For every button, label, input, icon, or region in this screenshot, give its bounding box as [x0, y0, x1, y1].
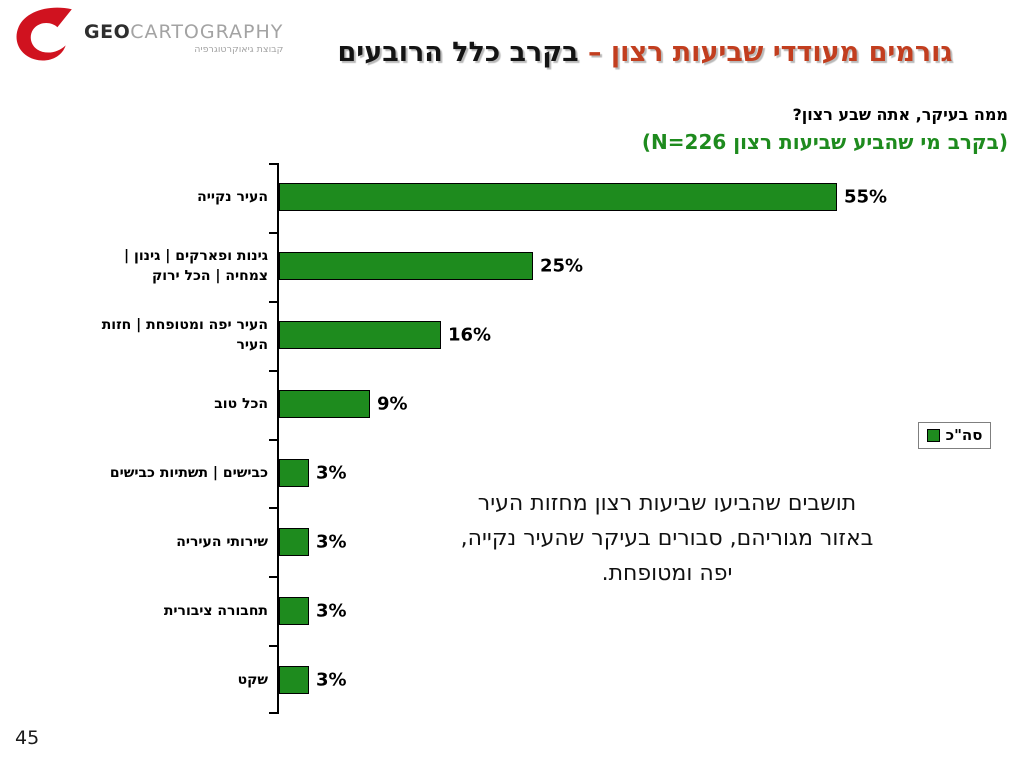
brand-tagline: קבוצת גיאוקרטוגרפיה	[194, 44, 284, 55]
bar	[279, 596, 309, 625]
bar	[279, 390, 370, 419]
axis-tick	[269, 232, 277, 234]
bar	[279, 458, 309, 487]
bar	[279, 527, 309, 556]
survey-base-note: (בקרב מי שהביע שביעות רצון N=226)	[641, 130, 1008, 154]
value-label: 25%	[540, 255, 584, 277]
value-label: 16%	[448, 324, 492, 346]
title-black-segment: בקרב כלל הרובעים	[337, 37, 579, 68]
value-label: 3%	[316, 531, 347, 553]
legend: סה"כ	[918, 422, 991, 449]
page-title: גורמים מעודדי שביעות רצון – בקרב כלל הרו…	[280, 36, 1010, 70]
chart-row: תחבורה ציבורית 3%	[0, 576, 940, 645]
bar	[279, 321, 441, 350]
category-axis	[277, 163, 279, 714]
category-label: תחבורה ציבורית	[163, 602, 268, 619]
value-label: 3%	[316, 462, 347, 484]
axis-tick	[269, 301, 277, 303]
value-label: 3%	[316, 669, 347, 691]
geocartography-logo: GEOCARTOGRAPHY קבוצת גיאוקרטוגרפיה	[12, 6, 283, 62]
value-label: 55%	[844, 186, 888, 208]
brand-geo: GEO	[84, 21, 131, 43]
survey-question: ממה בעיקר, אתה שבע רצון?	[792, 105, 1008, 124]
chart-row: הכל טוב 9%	[0, 370, 940, 439]
category-label: הכל טוב	[214, 396, 268, 413]
category-label: שירותי העיריה	[176, 533, 268, 550]
chart-row: כבישים | תשתיות כבישים 3%	[0, 439, 940, 508]
bar	[279, 183, 837, 212]
logo-swoosh-icon	[16, 7, 72, 61]
chart-row: שירותי העיריה 3%	[0, 507, 940, 576]
legend-swatch	[926, 429, 940, 442]
value-label: 3%	[316, 600, 347, 622]
axis-tick	[269, 645, 277, 647]
value-label: 9%	[377, 393, 408, 415]
title-red-segment: גורמים מעודדי שביעות רצון –	[578, 37, 953, 68]
category-label: העיר נקייה	[197, 189, 268, 206]
axis-tick	[269, 439, 277, 441]
chart-row: שקט 3%	[0, 645, 940, 714]
axis-tick	[269, 370, 277, 372]
category-label: שקט	[237, 671, 268, 688]
chart-subtitle: ממה בעיקר, אתה שבע רצון? (בקרב מי שהביע …	[642, 104, 1008, 156]
category-label: גינות ופארקים | גינון | צמחיה | הכל ירוק	[124, 248, 268, 285]
chart-row: גינות ופארקים | גינון | צמחיה | הכל ירוק…	[0, 232, 940, 301]
annotation-text: תושבים שהביעו שביעות רצון מחזות העיר באז…	[460, 491, 874, 586]
chart-row: העיר נקייה 55%	[0, 163, 940, 232]
chart-row: העיר יפה ומטופחת | חזות העיר 16%	[0, 301, 940, 370]
brand-text: GEOCARTOGRAPHY קבוצת גיאוקרטוגרפיה	[84, 22, 283, 55]
category-label: כבישים | תשתיות כבישים	[109, 464, 268, 481]
axis-tick	[269, 576, 277, 578]
bar	[279, 665, 309, 694]
brand-cartography: CARTOGRAPHY	[130, 21, 284, 43]
category-label: העיר יפה ומטופחת | חזות העיר	[101, 317, 268, 354]
axis-tick	[269, 163, 277, 165]
axis-tick	[269, 507, 277, 509]
legend-label: סה"כ	[945, 426, 983, 444]
axis-tick	[269, 712, 277, 714]
bar	[279, 252, 533, 281]
bar-chart: העיר נקייה 55% גינות ופארקים | גינון | צמח…	[0, 163, 940, 714]
page-number: 45	[15, 727, 40, 749]
